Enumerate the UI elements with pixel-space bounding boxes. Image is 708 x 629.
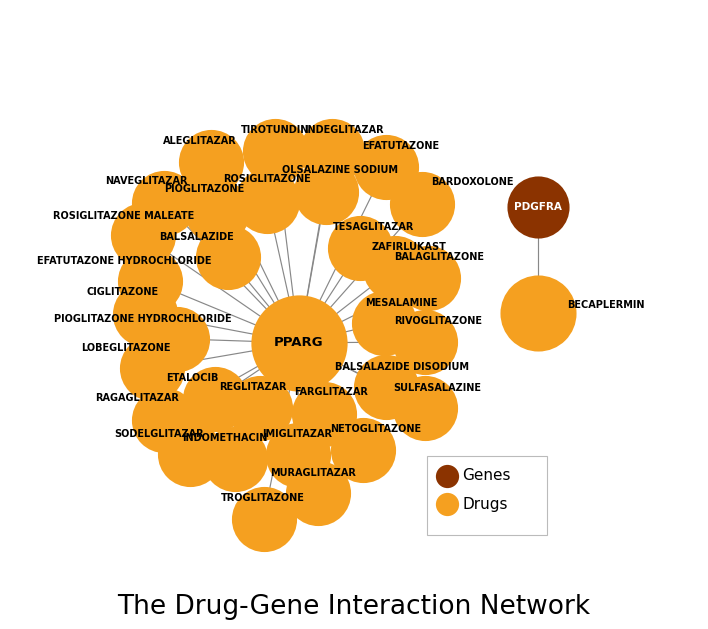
Point	[254, 403, 266, 413]
Point	[420, 403, 431, 413]
Point	[389, 263, 401, 273]
Point	[320, 186, 331, 196]
Text: EFATUTAZONE HYDROCHLORIDE: EFATUTAZONE HYDROCHLORIDE	[37, 255, 211, 265]
Point	[423, 273, 434, 283]
Point	[205, 157, 216, 167]
Point	[229, 454, 241, 464]
Text: ZAFIRLUKAST: ZAFIRLUKAST	[372, 242, 447, 252]
Point	[380, 162, 392, 172]
FancyBboxPatch shape	[427, 457, 547, 535]
Text: EFATUTAZONE: EFATUTAZONE	[362, 141, 439, 151]
Point	[159, 415, 170, 425]
Text: NETOGLITAZONE: NETOGLITAZONE	[331, 424, 422, 433]
Text: TROGLITAZONE: TROGLITAZONE	[221, 493, 304, 503]
Point	[532, 202, 544, 212]
Text: SODELGLITAZAR: SODELGLITAZAR	[115, 429, 205, 439]
Point	[137, 230, 149, 240]
Text: ETALOCIB: ETALOCIB	[166, 373, 219, 383]
Point	[416, 199, 428, 209]
Point	[147, 363, 158, 373]
Point	[222, 252, 234, 262]
Point	[172, 334, 183, 344]
Text: ROSIGLITAZONE: ROSIGLITAZONE	[224, 174, 312, 184]
Text: RAGAGLITAZAR: RAGAGLITAZAR	[95, 393, 178, 403]
Point	[258, 515, 269, 525]
Text: INDOMETHACIN: INDOMETHACIN	[182, 433, 268, 443]
Text: REGLITAZAR: REGLITAZAR	[219, 382, 287, 392]
Point	[262, 196, 273, 206]
Point	[380, 382, 392, 392]
Point	[358, 445, 369, 455]
Text: RIVOGLITAZONE: RIVOGLITAZONE	[394, 316, 483, 326]
Text: BARDOXOLONE: BARDOXOLONE	[431, 177, 514, 187]
Text: BALSALAZIDE DISODIUM: BALSALAZIDE DISODIUM	[335, 362, 469, 372]
Point	[159, 198, 170, 208]
Text: PIOGLITAZONE HYDROCHLORIDE: PIOGLITAZONE HYDROCHLORIDE	[54, 314, 232, 324]
Text: Genes: Genes	[462, 468, 510, 483]
Point	[326, 146, 338, 156]
Text: MESALAMINE: MESALAMINE	[365, 298, 438, 308]
Text: NAVEGLITAZAR: NAVEGLITAZAR	[105, 177, 188, 186]
Point	[292, 450, 303, 460]
Point	[185, 449, 196, 459]
Text: ALEGLITAZAR: ALEGLITAZAR	[163, 136, 236, 146]
Text: SULFASALAZINE: SULFASALAZINE	[394, 383, 481, 393]
Point	[270, 146, 281, 156]
Point	[420, 337, 431, 347]
Text: LOBEGLITAZONE: LOBEGLITAZONE	[81, 343, 171, 353]
Text: PDGFRA: PDGFRA	[514, 202, 562, 211]
Text: OLSALAZINE SODIUM: OLSALAZINE SODIUM	[282, 165, 398, 175]
Text: IMIGLITAZAR: IMIGLITAZAR	[263, 429, 333, 439]
Text: MURAGLITAZAR: MURAGLITAZAR	[270, 468, 356, 478]
Point	[312, 488, 324, 498]
Point	[319, 408, 330, 418]
Text: BALSALAZIDE: BALSALAZIDE	[159, 232, 234, 242]
Point	[379, 318, 390, 328]
Text: BALAGLITAZONE: BALAGLITAZONE	[394, 252, 484, 262]
Text: INDEGLITAZAR: INDEGLITAZAR	[304, 125, 384, 135]
Point	[441, 499, 452, 509]
Text: CIGLITAZONE: CIGLITAZONE	[86, 287, 159, 298]
Point	[532, 308, 544, 318]
Point	[144, 276, 156, 286]
Text: TESAGLITAZAR: TESAGLITAZAR	[333, 222, 414, 232]
Text: Drugs: Drugs	[462, 497, 508, 512]
Text: PPARG: PPARG	[274, 337, 324, 349]
Point	[441, 470, 452, 481]
Point	[355, 243, 366, 253]
Point	[210, 394, 221, 404]
Text: PIOGLITAZONE: PIOGLITAZONE	[164, 184, 244, 194]
Text: FARGLITAZAR: FARGLITAZAR	[294, 387, 367, 398]
Text: The Drug-Gene Interaction Network: The Drug-Gene Interaction Network	[118, 594, 590, 620]
Point	[212, 206, 223, 216]
Text: ROSIGLITAZONE MALEATE: ROSIGLITAZONE MALEATE	[53, 211, 195, 221]
Point	[293, 338, 304, 348]
Text: BECAPLERMIN: BECAPLERMIN	[567, 300, 645, 310]
Point	[139, 309, 151, 319]
Text: TIROTUNDIN: TIROTUNDIN	[241, 125, 309, 135]
